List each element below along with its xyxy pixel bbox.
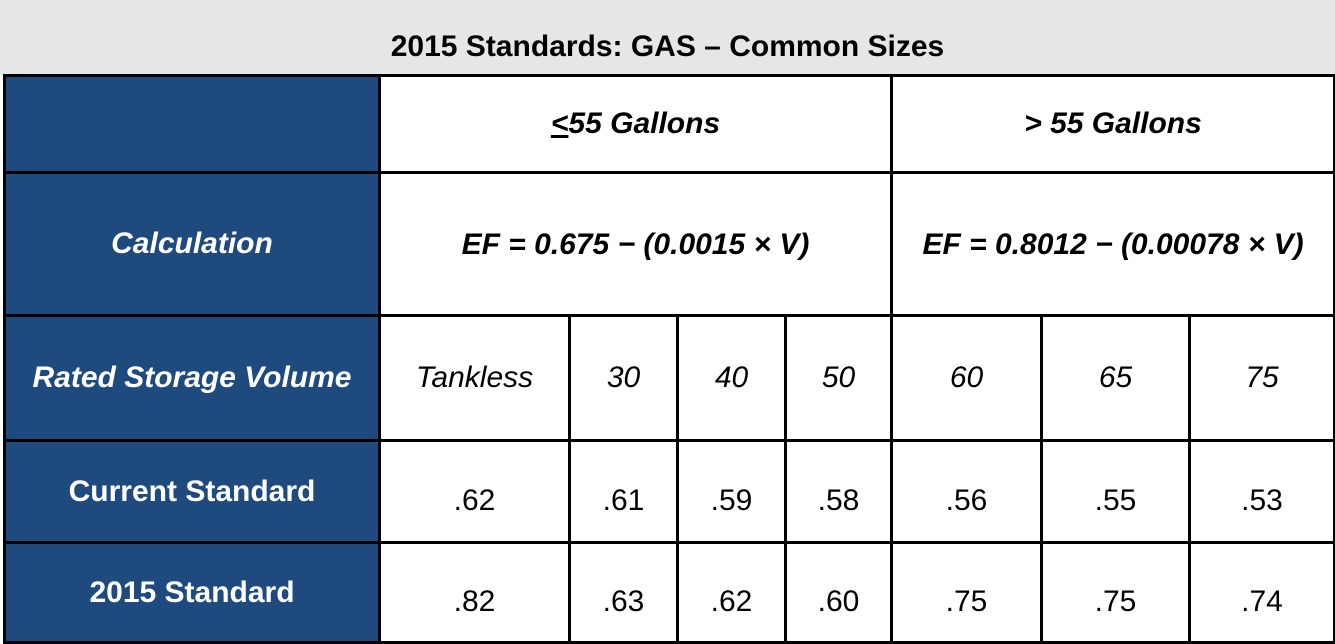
value-cell: .61 [568,439,679,544]
formula: EF = 0.675 − (0.0015 × V) [377,171,894,317]
row-label: Current Standard [3,439,381,544]
value-cell: .62 [378,439,571,544]
value-cell: .56 [890,439,1044,544]
value-cell: .74 [1188,541,1335,644]
volume-cell: 60 [890,314,1044,442]
volume-cell: 40 [676,314,787,442]
volume-cell: 30 [568,314,679,442]
corner-cell [3,74,381,174]
table-title: 2015 Standards: GAS – Common Sizes [390,30,945,63]
group-row: <55 Gallons > 55 Gallons [3,74,1335,174]
value-cell: .60 [783,541,894,644]
value-cell: .63 [568,541,679,644]
volume-cell: 65 [1040,314,1192,442]
value-cell: .62 [676,541,787,644]
calculation-row: Calculation EF = 0.675 − (0.0015 × V) EF… [3,171,1335,317]
value-cell: .75 [1040,541,1192,644]
volume-cell: 50 [783,314,894,442]
value-cell: .58 [783,439,894,544]
value-cell: .53 [1188,439,1335,544]
volume-cell: 75 [1188,314,1335,442]
row-label: Calculation [3,171,381,317]
group-header: > 55 Gallons [890,74,1335,174]
formula: EF = 0.8012 − (0.00078 × V) [890,171,1335,317]
value-cell: .82 [378,541,571,644]
value-cell: .59 [676,439,787,544]
group-label: <55 Gallons [550,107,721,140]
volume-row: Rated Storage Volume Tankless 30 40 50 60 65 7… [3,314,1335,442]
value-cell: .55 [1040,439,1192,544]
title-band [0,0,1335,75]
standards-table: <55 Gallons > 55 Gallons Calculation EF … [3,74,1335,644]
group-header: <55 Gallons [377,74,894,174]
data-row: 2015 Standard .82.63.62.60.75.75.74 [3,541,1335,644]
row-label: 2015 Standard [3,541,381,644]
row-label: Rated Storage Volume [3,314,381,442]
volume-cell: Tankless [378,314,571,442]
value-cell: .75 [890,541,1044,644]
data-row: Current Standard .62.61.59.58.56.55.53 [3,439,1335,544]
